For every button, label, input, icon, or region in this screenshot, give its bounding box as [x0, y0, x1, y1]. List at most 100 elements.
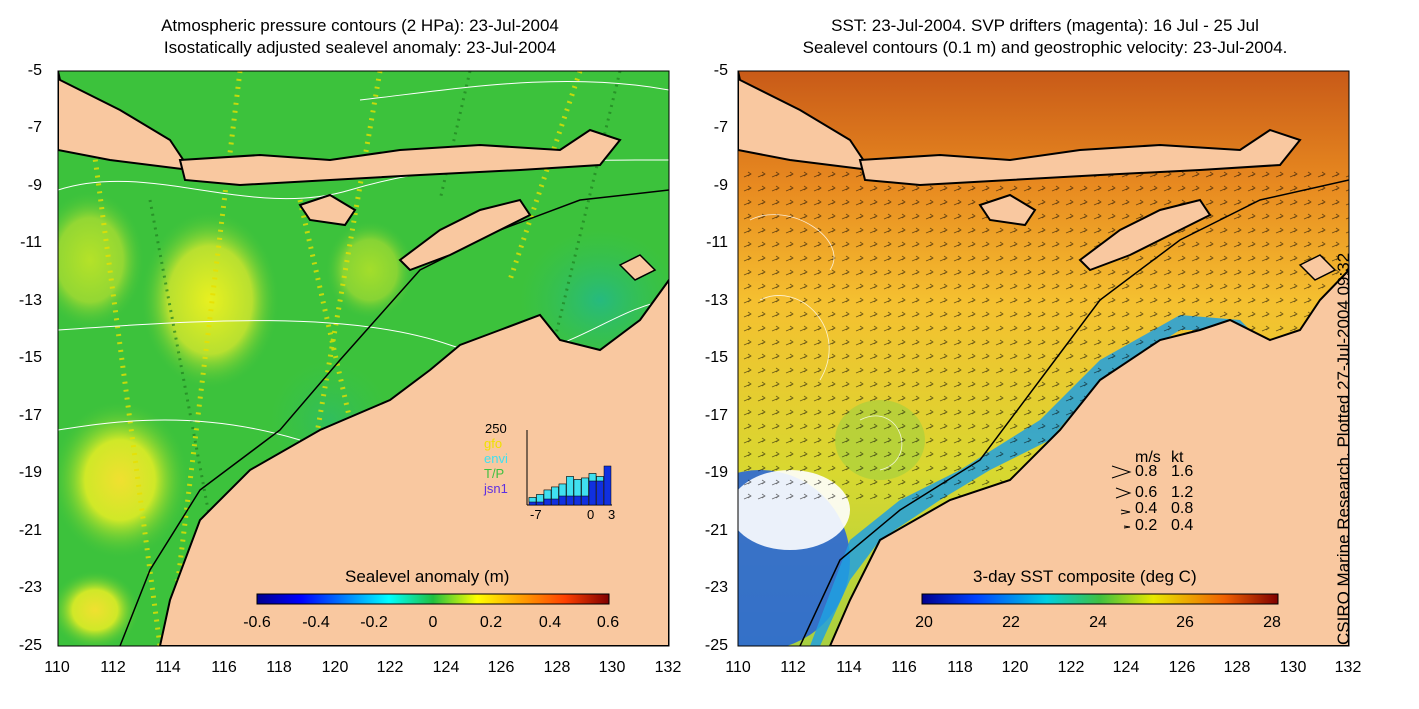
right-xtick: 114	[836, 659, 862, 676]
right-xtick: 110	[725, 659, 751, 676]
velocity-legend-ms: 0.8	[1135, 463, 1158, 480]
right-ytick: -17	[704, 407, 728, 424]
velocity-legend-kt: 0.8	[1171, 500, 1194, 517]
velocity-legend-kt: 0.4	[1171, 517, 1194, 534]
inset-xtick: 0	[587, 507, 595, 522]
right-xtick: 118	[947, 659, 973, 676]
right-ytick: -23	[704, 579, 728, 596]
right-title-line2: Sealevel contours (0.1 m) and geostrophi…	[802, 38, 1288, 57]
sla-colorbar-tick: 0.4	[538, 614, 562, 631]
left-ytick: -13	[18, 292, 42, 309]
right-ytick: -9	[713, 177, 728, 194]
inset-bar-envi	[581, 477, 589, 497]
inset-bar-envi	[596, 476, 604, 482]
sst-colorbar-tick: 24	[1089, 614, 1107, 631]
right-xtick: 132	[1334, 659, 1362, 676]
inset-legend-jsn1: jsn1	[484, 481, 508, 496]
right-xtick: 112	[780, 659, 806, 676]
right-xtick: 116	[891, 659, 917, 676]
left-ytick: -9	[27, 177, 42, 194]
left-xtick: 128	[543, 659, 571, 676]
sst-colorbar-tick: 26	[1176, 614, 1194, 631]
right-ytick: -5	[713, 62, 728, 79]
sla-colorbar-tick: 0.6	[596, 614, 620, 631]
sealevel-anomaly-map	[58, 71, 669, 646]
right-xtick: 126	[1168, 659, 1196, 676]
inset-bar-envi	[528, 497, 537, 503]
left-ytick: -17	[18, 407, 42, 424]
inset-bar-envi	[588, 473, 597, 482]
sla-colorbar-tick: 0	[428, 614, 438, 631]
left-title-line1: Atmospheric pressure contours (2 HPa): 2…	[161, 16, 559, 35]
sst-colorbar-tick: 28	[1263, 614, 1281, 631]
right-ytick: -15	[704, 349, 728, 366]
left-xtick: 126	[487, 659, 515, 676]
left-title-line2: Isostatically adjusted sealevel anomaly:…	[163, 38, 557, 57]
inset-bar-envi	[551, 486, 559, 500]
left-ytick: -5	[27, 62, 42, 79]
right-xtick: 124	[1112, 659, 1140, 676]
left-ytick: -23	[18, 579, 42, 596]
right-xtick: 128	[1223, 659, 1251, 676]
left-ytick: -15	[18, 349, 42, 366]
sla-colorbar-tick: -0.2	[360, 614, 388, 631]
velocity-legend-ms: 0.4	[1135, 500, 1158, 517]
left-xtick: 120	[321, 659, 349, 676]
right-xtick: 120	[1001, 659, 1029, 676]
sla-colorbar-label: Sealevel anomaly (m)	[345, 567, 510, 586]
right-title-line1: SST: 23-Jul-2004. SVP drifters (magenta)…	[831, 16, 1259, 35]
left-ytick: -19	[18, 464, 42, 481]
inset-xtick: 3	[608, 507, 616, 522]
inset-bar-envi	[543, 489, 552, 500]
left-ytick: -25	[18, 637, 42, 654]
sla-colorbar-tick: 0.2	[479, 614, 503, 631]
left-xtick: 112	[100, 659, 126, 676]
right-ytick: -7	[713, 119, 728, 136]
inset-ymax: 250	[485, 421, 507, 436]
right-xtick: 130	[1279, 659, 1307, 676]
inset-xtick: -7	[530, 507, 542, 522]
left-xtick: 118	[266, 659, 292, 676]
left-xtick: 114	[155, 659, 181, 676]
inset-bar-envi	[536, 494, 544, 503]
sst-colorbar	[921, 593, 1279, 605]
velocity-legend-header-kt: kt	[1171, 449, 1184, 466]
velocity-legend-ms: 0.6	[1135, 484, 1158, 501]
left-ytick: -11	[20, 234, 42, 251]
left-xtick: 116	[211, 659, 237, 676]
inset-legend-tp: T/P	[484, 466, 505, 481]
sla-colorbar-tick: -0.4	[302, 614, 330, 631]
sst-colorbar-tick: 22	[1002, 614, 1020, 631]
sst-map	[738, 71, 1349, 646]
right-ytick: -19	[704, 464, 728, 481]
sla-colorbar	[256, 593, 610, 605]
right-ytick: -11	[706, 234, 728, 251]
left-xtick: 124	[432, 659, 460, 676]
right-xtick: 122	[1057, 659, 1085, 676]
inset-bar-envi	[558, 483, 567, 497]
right-ytick: -21	[704, 522, 728, 539]
inset-bar-envi	[566, 476, 574, 497]
velocity-legend-kt: 1.6	[1171, 463, 1194, 480]
velocity-legend-arrows	[1111, 465, 1132, 529]
left-xtick: 132	[654, 659, 682, 676]
velocity-legend-kt: 1.2	[1171, 484, 1194, 501]
velocity-legend-header-ms: m/s	[1135, 449, 1161, 466]
sst-colorbar-tick: 20	[915, 614, 933, 631]
velocity-legend-ms: 0.2	[1135, 517, 1158, 534]
left-xtick: 110	[44, 659, 70, 676]
inset-legend-gfo: gfo	[484, 436, 503, 451]
inset-legend-envi: envi	[484, 451, 508, 466]
sst-colorbar-label: 3-day SST composite (deg C)	[973, 567, 1197, 586]
right-ytick: -13	[704, 292, 728, 309]
left-xtick: 122	[376, 659, 404, 676]
inset-bar-envi	[573, 479, 582, 497]
altimeter-count-inset	[526, 430, 612, 506]
left-ytick: -7	[27, 119, 42, 136]
inset-bar	[603, 465, 612, 506]
right-ytick: -25	[704, 637, 728, 654]
left-ytick: -21	[18, 522, 42, 539]
left-xtick: 130	[598, 659, 626, 676]
sla-colorbar-tick: -0.6	[243, 614, 271, 631]
